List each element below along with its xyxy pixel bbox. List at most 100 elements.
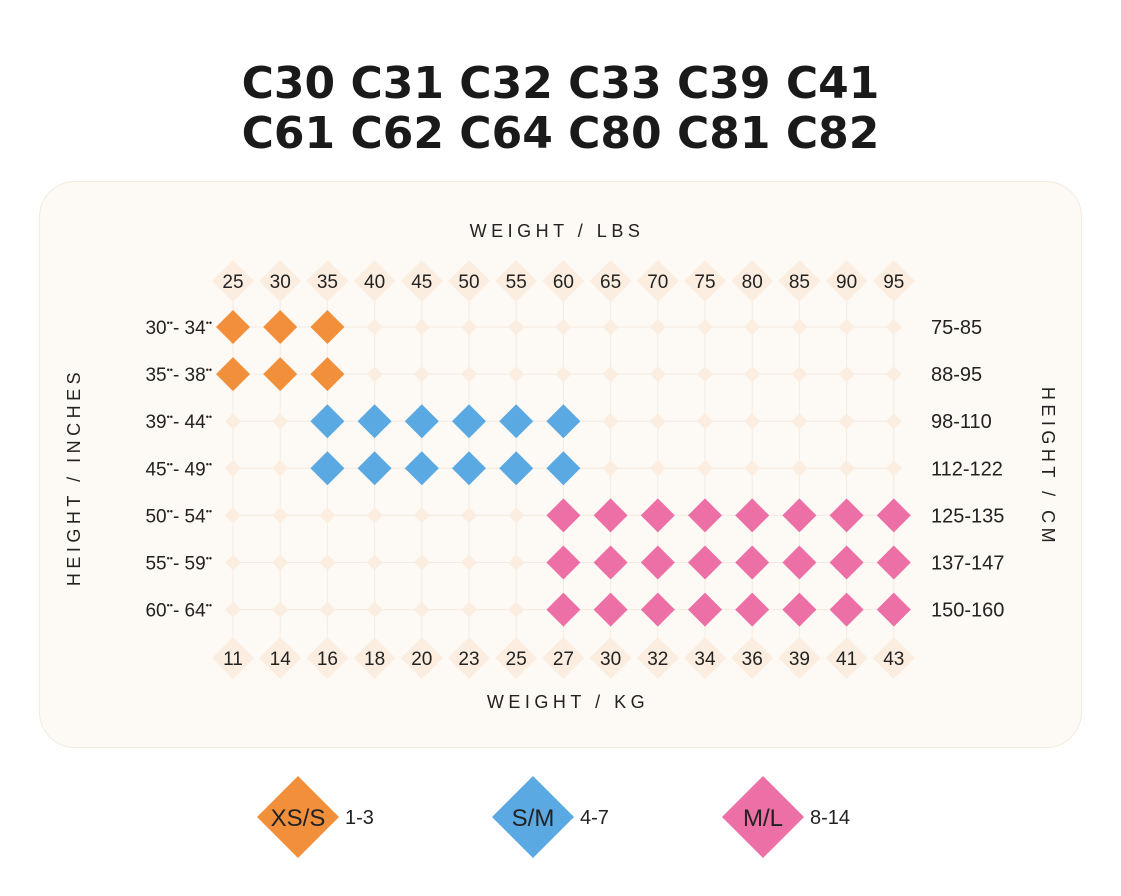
empty-cell <box>602 366 619 383</box>
empty-cell <box>413 601 430 618</box>
empty-cell <box>319 554 336 571</box>
header-diamond-lbs <box>636 260 679 302</box>
tick-label-inches: 60••- 64•• <box>145 601 212 622</box>
empty-cell <box>744 366 761 383</box>
tick-label-lbs: 70 <box>647 272 668 293</box>
empty-cell <box>225 601 241 618</box>
size-cell-s-m <box>452 404 486 439</box>
header-diamond-kg <box>400 637 443 679</box>
header-diamond-kg <box>306 637 349 679</box>
size-cell-s-m <box>357 404 392 439</box>
empty-cell <box>649 319 666 335</box>
tick-label-inches: 55••- 59•• <box>145 554 212 575</box>
y-left-axis-label: HEIGHT / INCHES <box>64 368 84 586</box>
empty-cell <box>366 366 383 383</box>
header-diamond-lbs <box>778 260 821 302</box>
x-bottom-axis-label: WEIGHT / KG <box>487 692 649 712</box>
tick-label-lbs: 95 <box>883 272 904 293</box>
size-cell-s-m <box>357 451 392 486</box>
empty-cell <box>366 601 383 618</box>
empty-cell <box>366 507 383 524</box>
empty-cell <box>885 413 902 430</box>
tick-label-inches: 30••- 34•• <box>145 318 212 339</box>
size-cell-m-l <box>688 498 722 533</box>
empty-cell <box>791 413 808 430</box>
size-cell-s-m <box>499 451 534 486</box>
empty-cell <box>838 413 855 430</box>
empty-cell <box>838 460 855 477</box>
empty-cell <box>366 319 383 335</box>
header-diamond-lbs <box>731 260 774 302</box>
tick-label-kg: 16 <box>317 649 338 670</box>
empty-cell <box>885 366 902 383</box>
empty-cell <box>461 554 477 571</box>
empty-cell <box>508 507 525 524</box>
size-cell-s-m <box>310 451 345 486</box>
empty-cell <box>555 319 572 335</box>
tick-label-lbs: 90 <box>836 272 857 293</box>
header-diamond-lbs <box>212 260 254 302</box>
legend-size-code: XS/S <box>271 805 326 832</box>
legend-size-code: M/L <box>743 805 783 832</box>
size-cell-m-l <box>876 498 911 533</box>
empty-cell <box>508 601 525 618</box>
header-diamond-lbs <box>589 260 632 302</box>
empty-cell <box>838 319 855 335</box>
empty-cell <box>272 413 289 430</box>
size-cell-m-l <box>876 592 911 627</box>
y-right-axis-label: HEIGHT / CM <box>1038 387 1058 547</box>
header-diamond-kg <box>589 637 632 679</box>
tick-label-kg: 32 <box>647 649 668 670</box>
empty-cell <box>555 366 572 383</box>
legend-size-range: 4-7 <box>580 807 609 829</box>
tick-label-kg: 36 <box>742 649 763 670</box>
tick-label-lbs: 25 <box>222 272 243 293</box>
tick-label-inches: 35••- 38•• <box>145 365 212 386</box>
tick-label-cm: 98-110 <box>931 411 992 433</box>
empty-cell <box>413 366 430 383</box>
tick-label-kg: 30 <box>600 649 621 670</box>
header-diamond-kg <box>353 637 396 679</box>
tick-label-inches: 50••- 54•• <box>145 506 212 527</box>
size-cell-m-l <box>688 592 722 627</box>
header-diamond-lbs <box>400 260 443 302</box>
empty-cell <box>272 507 289 524</box>
empty-cell <box>885 319 902 335</box>
size-cell-m-l <box>829 545 864 580</box>
legend-diamond-m-l <box>722 776 804 858</box>
empty-cell <box>508 319 525 335</box>
tick-label-kg: 41 <box>836 649 857 670</box>
cell-layer <box>216 310 911 627</box>
empty-cell <box>461 507 477 524</box>
empty-cell <box>697 460 713 477</box>
chart-title-line-1: C30 C31 C32 C33 C39 C41 <box>241 58 880 109</box>
tick-label-kg: 43 <box>883 649 904 670</box>
empty-cell <box>319 507 336 524</box>
empty-cell <box>602 319 619 335</box>
size-cell-m-l <box>735 498 770 533</box>
size-cell-m-l <box>876 545 911 580</box>
tick-label-kg: 23 <box>458 649 479 670</box>
tick-label-lbs: 40 <box>364 272 385 293</box>
empty-cell <box>366 554 383 571</box>
tick-label-lbs: 35 <box>317 272 338 293</box>
empty-cell <box>791 366 808 383</box>
empty-cell <box>319 601 336 618</box>
empty-cell <box>508 554 525 571</box>
tick-label-cm: 75-85 <box>931 317 982 339</box>
size-cell-m-l <box>782 498 817 533</box>
legend-diamond-s-m <box>492 776 574 858</box>
tick-label-kg: 27 <box>553 649 574 670</box>
size-cell-s-m <box>452 451 486 486</box>
tick-label-lbs: 85 <box>789 272 810 293</box>
empty-cell <box>272 554 289 571</box>
empty-cell <box>272 601 289 618</box>
size-cell-xs-s <box>263 310 298 344</box>
tick-label-lbs: 30 <box>270 272 291 293</box>
size-cell-m-l <box>593 592 628 627</box>
size-cell-m-l <box>546 592 581 627</box>
header-diamond-lbs <box>353 260 396 302</box>
empty-cell <box>508 366 525 383</box>
empty-cell <box>791 460 808 477</box>
empty-cell <box>225 413 241 430</box>
